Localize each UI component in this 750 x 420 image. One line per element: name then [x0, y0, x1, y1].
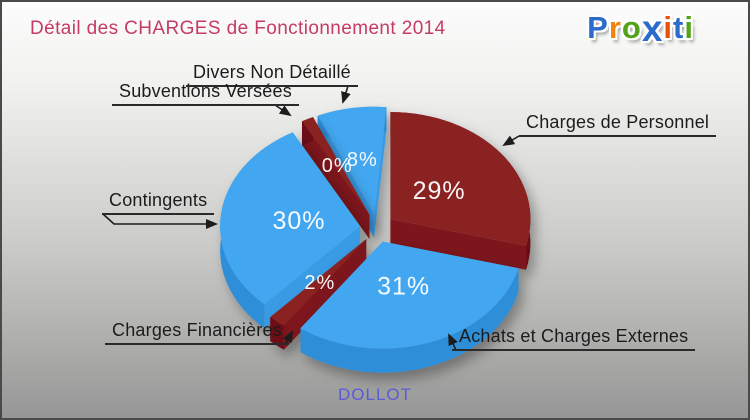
logo-letter-1: r: [608, 10, 622, 45]
logo-letter-5: t: [673, 10, 685, 45]
label-achats-et-charges-externes: Achats et Charges Externes: [452, 326, 696, 351]
pie-slice-face: [270, 317, 284, 350]
pie-slice-contingents[interactable]: [220, 132, 361, 329]
pie-slice-face: [270, 239, 367, 326]
pie-slice-face: [317, 106, 387, 214]
pie-slice-face: [300, 268, 519, 373]
pie-slice-face: [302, 117, 370, 215]
pie-percent-label: 29%: [413, 177, 466, 205]
municipality-label: DOLLOT: [337, 385, 413, 404]
pie-slice-face: [390, 112, 531, 246]
label-subventions-versees: Subventions Versées: [112, 81, 299, 106]
pie-slice-face: [390, 219, 526, 270]
pie-slice-face: [270, 239, 367, 342]
leader-line-financieres: [282, 330, 293, 344]
pie-percent-label: 31%: [377, 273, 430, 301]
pie-slice-charges-financieres[interactable]: [270, 239, 367, 350]
label-contingents: Contingents: [102, 190, 215, 215]
leader-line-personnel: [502, 135, 520, 147]
pie-slices: 8%0% 29% 30% 2% 31%: [220, 106, 531, 373]
pie-slice-face: [300, 241, 519, 349]
logo-letter-0: P: [587, 10, 609, 45]
chart-title: Détail des CHARGES de Fonctionnement 201…: [30, 18, 446, 39]
label-divers-non-detaille: Divers Non Détaillé: [186, 62, 358, 87]
pie-slice-charges-de-personnel[interactable]: [390, 112, 531, 270]
leader-line-contingents: [102, 213, 218, 229]
leader-line-divers: [341, 85, 351, 104]
pie-slice-face: [220, 132, 361, 305]
pie-slice-achats-et-charges-externes[interactable]: [300, 241, 519, 373]
pie-percent-label: 0%: [322, 155, 353, 177]
pie-percent-label: 8%: [347, 149, 378, 171]
logo-letter-6: i: [684, 10, 694, 45]
callout-lines: [102, 85, 520, 351]
label-charges-financieres: Charges Financières: [105, 320, 289, 345]
pie-percent-label: 30%: [272, 207, 325, 235]
pie-percent-label: 2%: [304, 272, 335, 294]
pie-slice-subventions-versees[interactable]: [302, 117, 370, 239]
pie-slice-face: [374, 107, 387, 238]
label-charges-de-personnel: Charges de Personnel: [519, 112, 717, 137]
leader-line-achats: [448, 333, 458, 351]
logo-letter-3: x: [641, 8, 664, 49]
proxiti-logo: Proxiti: [587, 8, 694, 50]
leader-line-subventions: [274, 104, 292, 117]
logo-letter-4: i: [663, 10, 674, 45]
logo-letter-2: o: [621, 10, 642, 45]
